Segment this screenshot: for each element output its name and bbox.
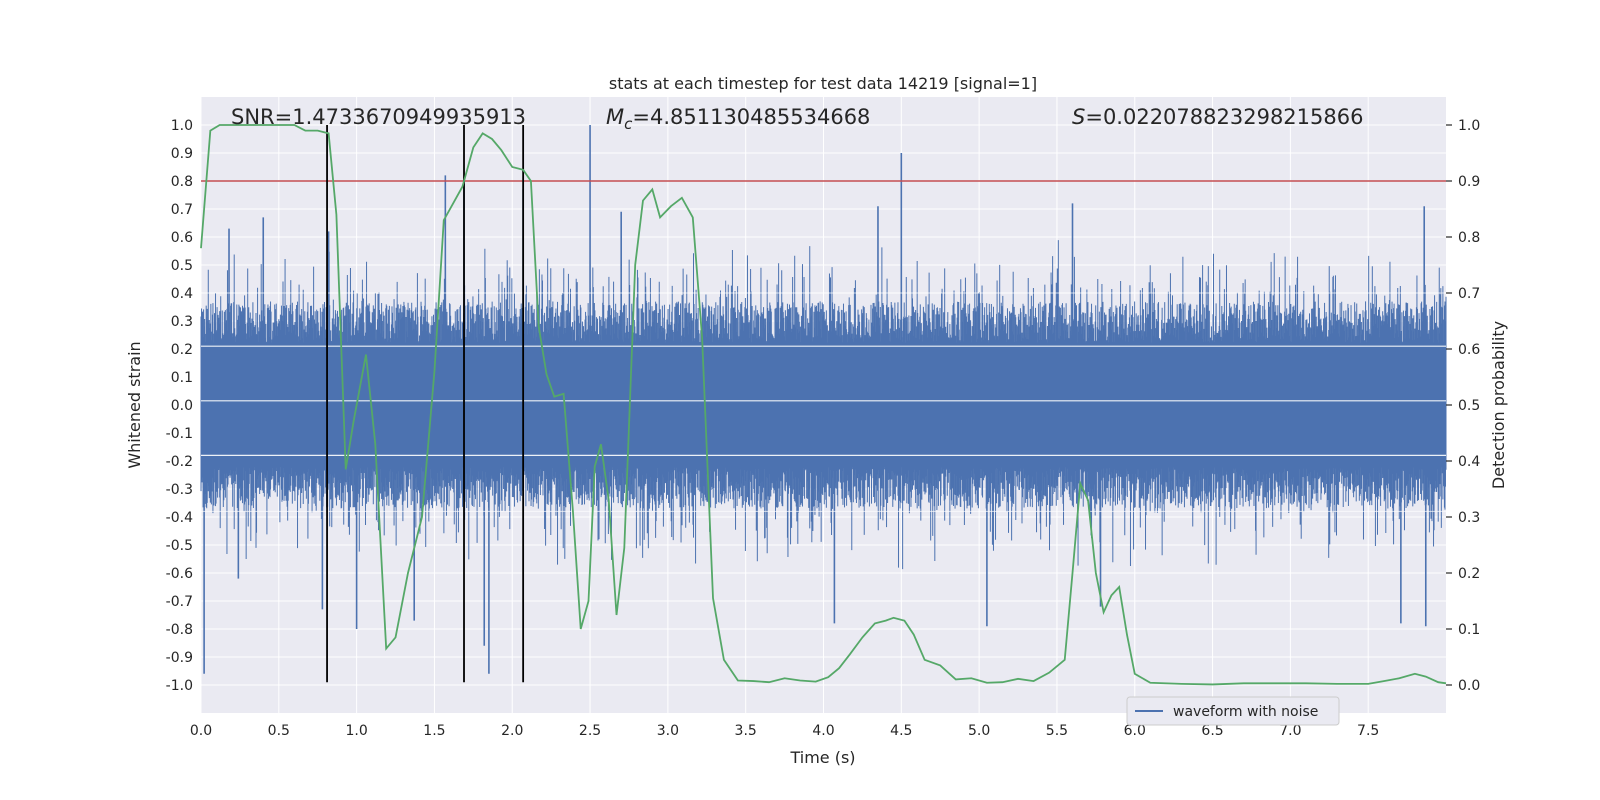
x-tick-label-11: 5.5 bbox=[1046, 723, 1068, 739]
x-tick-label-1: 0.5 bbox=[268, 723, 290, 739]
chirp-mass-value: =4.851130485534668 bbox=[632, 105, 870, 129]
x-tick-label-15: 7.5 bbox=[1357, 723, 1379, 739]
s-symbol: S bbox=[1072, 105, 1085, 129]
s-value: =0.022078823298215866 bbox=[1085, 105, 1363, 129]
x-axis-label: Time (s) bbox=[789, 748, 855, 767]
y-tick-label-18: -0.8 bbox=[166, 622, 193, 638]
waveform-series bbox=[200, 125, 1447, 674]
y-tick-label-15: -0.5 bbox=[166, 538, 193, 554]
y-right-tick-label-5: 0.5 bbox=[1458, 398, 1480, 414]
y-tick-label-5: 0.5 bbox=[171, 258, 193, 274]
x-tick-label-6: 3.0 bbox=[657, 723, 679, 739]
y-tick-label-3: 0.7 bbox=[171, 202, 193, 218]
x-tick-label-0: 0.0 bbox=[190, 723, 212, 739]
chirp-mass-symbol: M bbox=[606, 105, 624, 129]
x-tick-label-3: 1.5 bbox=[423, 723, 445, 739]
y-tick-label-16: -0.6 bbox=[166, 566, 193, 582]
y-right-tick-label-8: 0.2 bbox=[1458, 566, 1480, 582]
y-right-tick-label-9: 0.1 bbox=[1458, 622, 1480, 638]
x-tick-label-14: 7.0 bbox=[1279, 723, 1301, 739]
y-tick-label-11: -0.1 bbox=[166, 426, 193, 442]
x-tick-label-10: 5.0 bbox=[968, 723, 990, 739]
y-axis-left-ticks: 1.0 0.9 0.8 0.7 0.6 0.5 0.4 0.3 0.2 0.1 0.0 -0.1 -0.… bbox=[166, 118, 193, 694]
y-right-tick-label-1: 0.9 bbox=[1458, 174, 1480, 190]
legend: waveform with noise bbox=[1126, 696, 1340, 726]
y-right-tick-label-0: 1.0 bbox=[1458, 118, 1480, 134]
y-tick-label-20: -1.0 bbox=[166, 678, 193, 694]
y-right-tick-label-2: 0.8 bbox=[1458, 230, 1480, 246]
x-tick-label-13: 6.5 bbox=[1201, 723, 1223, 739]
y-tick-label-2: 0.8 bbox=[171, 174, 193, 190]
chirp-mass-annotation: Mc=4.851130485534668 bbox=[606, 105, 870, 133]
x-axis-ticks: 0.0 0.5 1.0 1.5 2.0 2.5 3.0 3.5 4.0 4.5 5.0 5.5 6.0 6… bbox=[190, 723, 1379, 739]
y-tick-label-14: -0.4 bbox=[166, 510, 193, 526]
vertical-markers bbox=[326, 125, 525, 683]
y-tick-label-6: 0.4 bbox=[171, 286, 193, 302]
x-tick-label-2: 1.0 bbox=[345, 723, 367, 739]
y-tick-label-0: 1.0 bbox=[171, 118, 193, 134]
x-tick-label-4: 2.0 bbox=[501, 723, 523, 739]
chirp-mass-subscript: c bbox=[624, 115, 633, 133]
snr-annotation: SNR=1.4733670949935913 bbox=[231, 105, 526, 129]
legend-box bbox=[1126, 696, 1340, 726]
y-tick-label-12: -0.2 bbox=[166, 454, 193, 470]
y-tick-label-9: 0.1 bbox=[171, 370, 193, 386]
y-tick-label-19: -0.9 bbox=[166, 650, 193, 666]
y-right-tick-label-10: 0.0 bbox=[1458, 678, 1480, 694]
y-axis-right-ticks: 1.0 0.9 0.8 0.7 0.6 0.5 0.4 0.3 0.2 0.1 0.0 bbox=[1446, 118, 1480, 694]
y-right-tick-label-4: 0.6 bbox=[1458, 342, 1480, 358]
y-tick-label-8: 0.2 bbox=[171, 342, 193, 358]
x-tick-label-8: 4.0 bbox=[812, 723, 834, 739]
s-annotation: S=0.022078823298215866 bbox=[1072, 105, 1363, 129]
x-tick-label-5: 2.5 bbox=[579, 723, 601, 739]
y-tick-label-7: 0.3 bbox=[171, 314, 193, 330]
waveform-core-band bbox=[201, 346, 1446, 464]
y-right-tick-label-6: 0.4 bbox=[1458, 454, 1480, 470]
y-right-tick-label-3: 0.7 bbox=[1458, 286, 1480, 302]
y-tick-label-13: -0.3 bbox=[166, 482, 193, 498]
chart-title: stats at each timestep for test data 142… bbox=[609, 74, 1037, 93]
y-tick-label-1: 0.9 bbox=[171, 146, 193, 162]
y-tick-label-10: 0.0 bbox=[171, 398, 193, 414]
y-tick-label-17: -0.7 bbox=[166, 594, 193, 610]
x-tick-label-7: 3.5 bbox=[735, 723, 757, 739]
y-right-tick-label-7: 0.3 bbox=[1458, 510, 1480, 526]
x-tick-label-9: 4.5 bbox=[890, 723, 912, 739]
y-axis-right-label: Detection probability bbox=[1489, 321, 1508, 489]
x-tick-label-12: 6.0 bbox=[1124, 723, 1146, 739]
y-tick-label-4: 0.6 bbox=[171, 230, 193, 246]
legend-label: waveform with noise bbox=[1173, 704, 1318, 720]
detection-probability-line bbox=[200, 124, 1447, 686]
y-axis-left-label: Whitened strain bbox=[125, 341, 144, 468]
